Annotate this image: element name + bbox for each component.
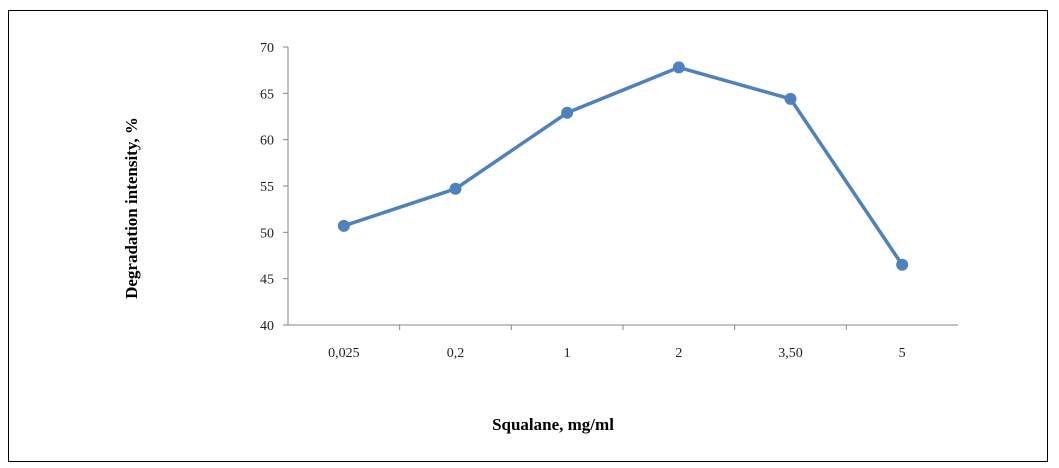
y-tick-label: 50 bbox=[260, 226, 274, 241]
y-axis-ticks: 40 45 50 55 60 65 70 bbox=[260, 41, 288, 334]
y-tick-label: 55 bbox=[260, 180, 274, 195]
y-axis-title: Degradation intensity, % bbox=[122, 117, 141, 299]
y-tick-label: 45 bbox=[260, 273, 274, 288]
data-point bbox=[672, 61, 685, 74]
x-axis-title: Squalane, mg/ml bbox=[492, 415, 614, 434]
x-tick-label: 3,50 bbox=[778, 346, 803, 361]
data-point bbox=[896, 258, 909, 271]
y-tick-label: 70 bbox=[260, 41, 274, 56]
x-axis-ticks: 0,025 0,2 1 2 3,50 5 bbox=[328, 325, 906, 361]
x-tick-label: 5 bbox=[899, 346, 906, 361]
y-tick-label: 65 bbox=[260, 87, 274, 102]
x-tick-label: 1 bbox=[564, 346, 571, 361]
series-line bbox=[343, 65, 904, 266]
chart-frame bbox=[8, 10, 1048, 462]
data-point bbox=[337, 219, 350, 232]
x-tick-label: 0,025 bbox=[328, 346, 360, 361]
series-group bbox=[337, 61, 909, 271]
x-tick-label: 2 bbox=[675, 346, 682, 361]
y-tick-label: 40 bbox=[260, 319, 274, 334]
data-point bbox=[784, 92, 797, 105]
y-tick-label: 60 bbox=[260, 134, 274, 149]
data-point bbox=[449, 182, 462, 195]
x-tick-label: 0,2 bbox=[447, 346, 465, 361]
data-point bbox=[561, 106, 574, 119]
